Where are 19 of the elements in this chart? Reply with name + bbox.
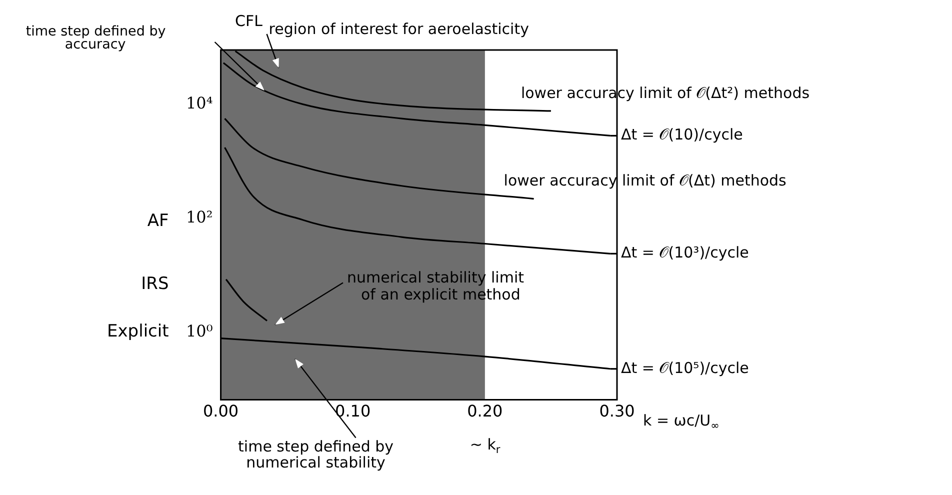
text: IRS: [141, 274, 169, 294]
text: CFL: [235, 12, 264, 30]
y-tick-label: 10²: [186, 207, 213, 226]
x-tick-label: 0.30: [599, 402, 635, 421]
legend-label: Δt = 𝒪(10)/cycle: [621, 126, 743, 144]
legend-label: Δt = 𝒪(10⁵)/cycle: [621, 358, 749, 377]
band-label: region of interest for aeroelasticity: [268, 20, 530, 38]
x-axis-title: k = ωc/U∞: [643, 412, 720, 432]
x-tick-label: 0.00: [202, 402, 239, 421]
x-tick-label: 0.10: [335, 402, 371, 421]
text: Explicit: [107, 322, 170, 342]
y-tick-label: 10⁴: [186, 93, 213, 112]
text: time step defined by accuracy: [26, 24, 166, 52]
x-tick-label: 0.20: [467, 402, 503, 421]
y-tick-label: 10⁰: [186, 322, 213, 341]
series-label: lower accuracy limit of 𝒪(Δt) methods: [504, 172, 787, 190]
text: time step defined by numerical stability: [238, 438, 394, 472]
legend-label: Δt = 𝒪(10³)/cycle: [621, 244, 749, 262]
text: AF: [147, 210, 169, 231]
